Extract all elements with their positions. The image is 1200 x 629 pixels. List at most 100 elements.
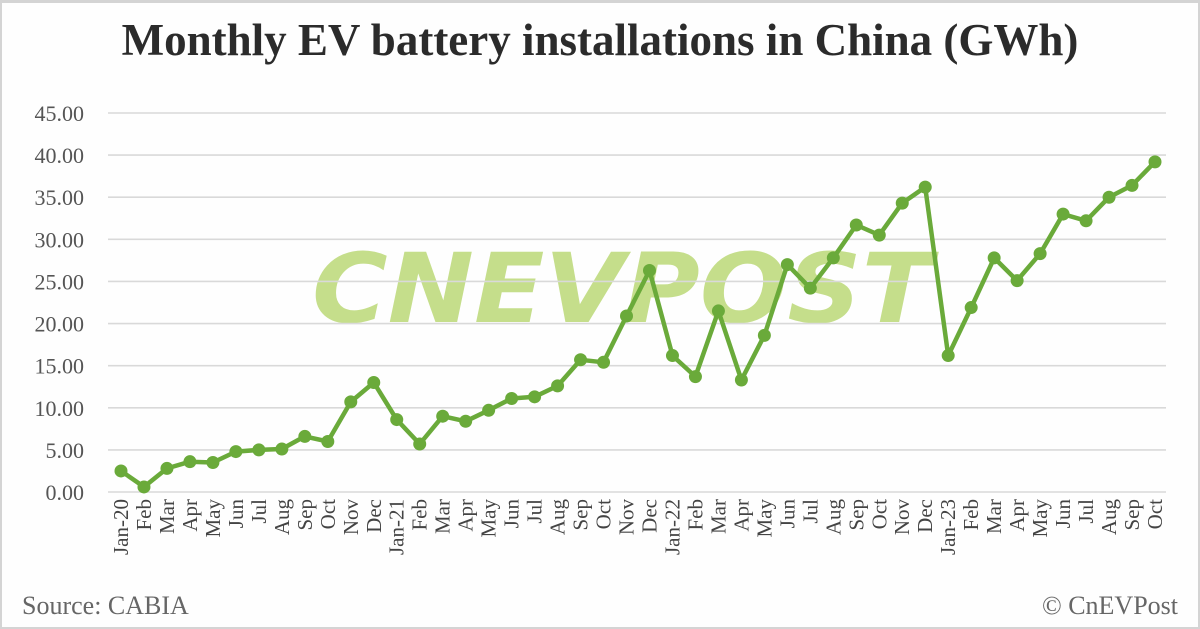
data-point-marker bbox=[413, 437, 427, 451]
y-tick-label: 15.00 bbox=[35, 354, 85, 379]
y-tick-label: 25.00 bbox=[35, 269, 85, 294]
x-tick-label: May bbox=[1028, 499, 1052, 538]
y-tick-label: 35.00 bbox=[35, 185, 85, 210]
data-point-marker bbox=[688, 370, 702, 384]
x-tick-label: Jun bbox=[1051, 499, 1075, 529]
data-point-marker bbox=[229, 445, 243, 459]
x-tick-label: May bbox=[752, 499, 776, 538]
x-tick-label: Aug bbox=[1097, 499, 1121, 536]
data-point-marker bbox=[459, 414, 473, 428]
data-point-marker bbox=[826, 251, 840, 265]
x-tick-label: Nov bbox=[339, 499, 363, 536]
y-tick-label: 20.00 bbox=[35, 312, 85, 337]
data-point-marker bbox=[872, 228, 886, 242]
y-tick-label: 45.00 bbox=[35, 101, 85, 126]
data-point-marker bbox=[642, 263, 656, 277]
data-point-marker bbox=[1079, 214, 1093, 228]
data-point-marker bbox=[482, 403, 496, 417]
data-point-marker bbox=[252, 443, 266, 457]
x-tick-label: Jul bbox=[247, 499, 271, 524]
x-tick-label: Sep bbox=[1120, 499, 1144, 531]
data-point-marker bbox=[1148, 155, 1162, 169]
data-point-marker bbox=[344, 395, 358, 409]
x-tick-label: Sep bbox=[293, 499, 317, 531]
data-point-marker bbox=[665, 349, 679, 363]
x-tick-label: Jul bbox=[523, 499, 547, 524]
data-point-marker bbox=[803, 281, 817, 295]
data-point-marker bbox=[183, 455, 197, 469]
x-tick-label: Jun bbox=[500, 499, 524, 529]
x-tick-label: Sep bbox=[844, 499, 868, 531]
y-tick-label: 0.00 bbox=[46, 480, 85, 505]
y-axis-labels: 0.00 5.00 10.00 15.00 20.00 25.00 30.00 35.00 40… bbox=[35, 101, 85, 505]
x-tick-label: Mar bbox=[982, 499, 1006, 534]
x-tick-label: Oct bbox=[316, 499, 340, 529]
data-point-marker bbox=[1056, 207, 1070, 221]
data-point-marker bbox=[436, 409, 450, 423]
data-point-marker bbox=[551, 379, 565, 393]
x-tick-label: Feb bbox=[959, 499, 983, 531]
y-tick-label: 40.00 bbox=[35, 143, 85, 168]
x-tick-label: Jan-20 bbox=[109, 499, 133, 555]
x-tick-label: Jul bbox=[798, 499, 822, 524]
data-point-marker bbox=[941, 349, 955, 363]
data-point-marker bbox=[734, 373, 748, 387]
x-tick-label: Jul bbox=[1074, 499, 1098, 524]
x-tick-label: Jan-23 bbox=[936, 499, 960, 555]
x-tick-label: Feb bbox=[683, 499, 707, 531]
x-tick-label: Apr bbox=[729, 499, 753, 532]
x-tick-label: Dec bbox=[362, 499, 386, 533]
x-tick-label: Nov bbox=[615, 499, 639, 536]
data-point-marker bbox=[849, 218, 863, 232]
x-tick-label: Jan-21 bbox=[385, 499, 409, 555]
data-point-marker bbox=[780, 258, 794, 272]
data-point-marker bbox=[528, 390, 542, 404]
data-point-marker bbox=[574, 353, 588, 367]
x-tick-label: Oct bbox=[867, 499, 891, 529]
series-line bbox=[119, 160, 1157, 490]
x-tick-label: Oct bbox=[1143, 499, 1167, 529]
data-point-marker bbox=[321, 434, 335, 448]
x-tick-label: Apr bbox=[178, 499, 202, 532]
data-point-marker bbox=[1033, 247, 1047, 261]
data-point-marker bbox=[597, 355, 611, 369]
x-tick-label: Feb bbox=[408, 499, 432, 531]
x-tick-label: Nov bbox=[890, 499, 914, 536]
x-tick-label: Feb bbox=[132, 499, 156, 531]
x-tick-label: Apr bbox=[454, 499, 478, 532]
y-tick-label: 30.00 bbox=[35, 227, 85, 252]
data-point-marker bbox=[1102, 190, 1116, 204]
data-point-marker bbox=[620, 309, 634, 323]
gridlines bbox=[108, 112, 1166, 493]
data-point-marker bbox=[137, 480, 151, 494]
data-point-marker bbox=[114, 464, 128, 478]
data-point-marker bbox=[1125, 178, 1139, 192]
x-tick-label: May bbox=[477, 499, 501, 538]
x-tick-label: Jun bbox=[775, 499, 799, 529]
data-point-marker bbox=[275, 442, 289, 456]
data-point-marker bbox=[505, 392, 519, 406]
x-tick-label: Dec bbox=[637, 499, 661, 533]
x-tick-label: Dec bbox=[913, 499, 937, 533]
x-tick-label: May bbox=[201, 499, 225, 538]
data-point-marker bbox=[987, 251, 1001, 265]
data-point-marker bbox=[206, 456, 220, 470]
chart-title: Monthly EV battery installations in Chin… bbox=[121, 15, 1079, 65]
source-note: Source: CABIA bbox=[22, 591, 189, 620]
x-tick-label: Jan-22 bbox=[660, 499, 684, 555]
y-tick-label: 10.00 bbox=[35, 396, 85, 421]
x-tick-label: Jun bbox=[224, 499, 248, 529]
x-tick-label: Oct bbox=[592, 499, 616, 529]
x-tick-label: Apr bbox=[1005, 499, 1029, 532]
x-tick-label: Mar bbox=[431, 499, 455, 534]
x-tick-label: Mar bbox=[155, 499, 179, 534]
x-tick-label: Aug bbox=[270, 499, 294, 536]
x-axis-labels: Jan-20FebMarAprMayJunJulAugSepOctNovDecJ… bbox=[109, 499, 1167, 555]
data-point-marker bbox=[711, 304, 725, 318]
x-tick-label: Aug bbox=[821, 499, 845, 536]
y-tick-label: 5.00 bbox=[46, 438, 85, 463]
data-point-marker bbox=[1010, 274, 1024, 288]
data-point-marker bbox=[895, 196, 909, 210]
